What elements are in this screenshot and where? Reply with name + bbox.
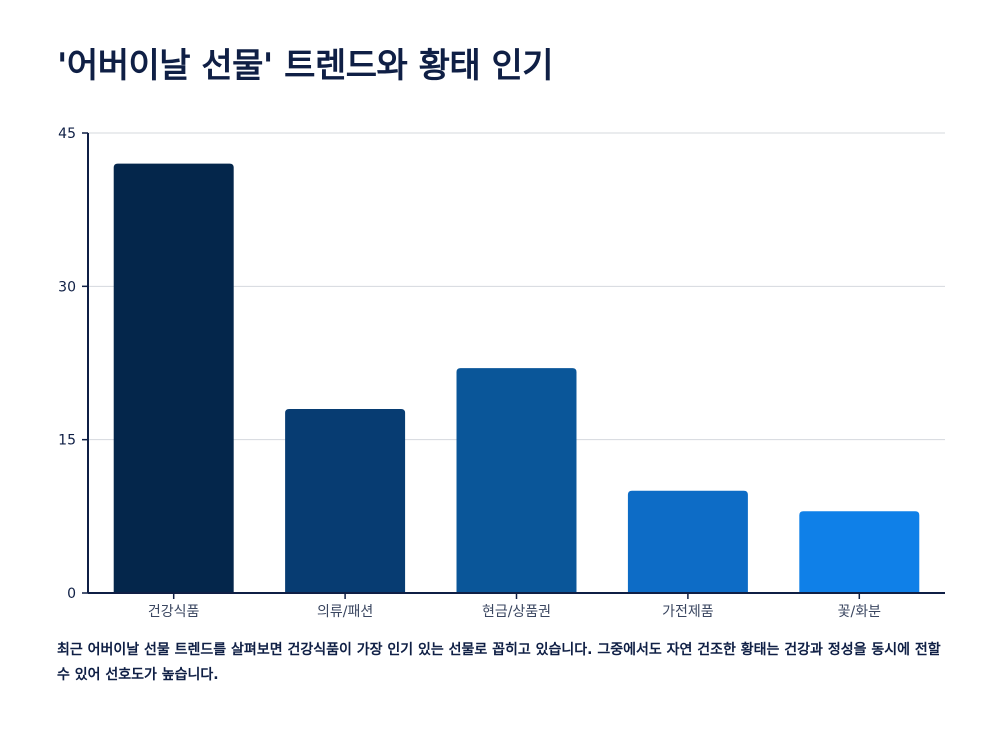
tick-labels: 0 15 30 45 건강식품 의류/패션 현금/상품권 가전제품 꽃/화분 (58, 126, 881, 620)
x-tick-label: 건강식품 (148, 604, 200, 620)
x-tick-label: 꽃/화분 (838, 604, 881, 620)
bar-2 (285, 409, 406, 593)
chart-caption: 최근 어버이날 선물 트렌드를 살펴보면 건강식품이 가장 인기 있는 선물로 … (57, 642, 941, 683)
bar-4 (627, 490, 748, 593)
x-tick-label: 현금/상품권 (482, 604, 551, 620)
axes (82, 132, 945, 599)
y-tick-label: 0 (67, 586, 76, 602)
x-tick-label: 의류/패션 (317, 604, 373, 620)
bar-5 (799, 511, 920, 593)
bars (113, 163, 920, 593)
bar-3 (456, 368, 577, 593)
bar-1 (113, 163, 234, 593)
chart-title: '어버이날 선물' 트렌드와 황태 인기 (57, 46, 554, 86)
y-tick-label: 45 (58, 126, 76, 142)
bar-chart: 0 15 30 45 건강식품 의류/패션 현금/상품권 가전제품 꽃/화분 (58, 126, 945, 620)
y-tick-label: 30 (58, 279, 76, 295)
x-tick-label: 가전제품 (662, 604, 714, 620)
y-tick-label: 15 (58, 433, 76, 449)
